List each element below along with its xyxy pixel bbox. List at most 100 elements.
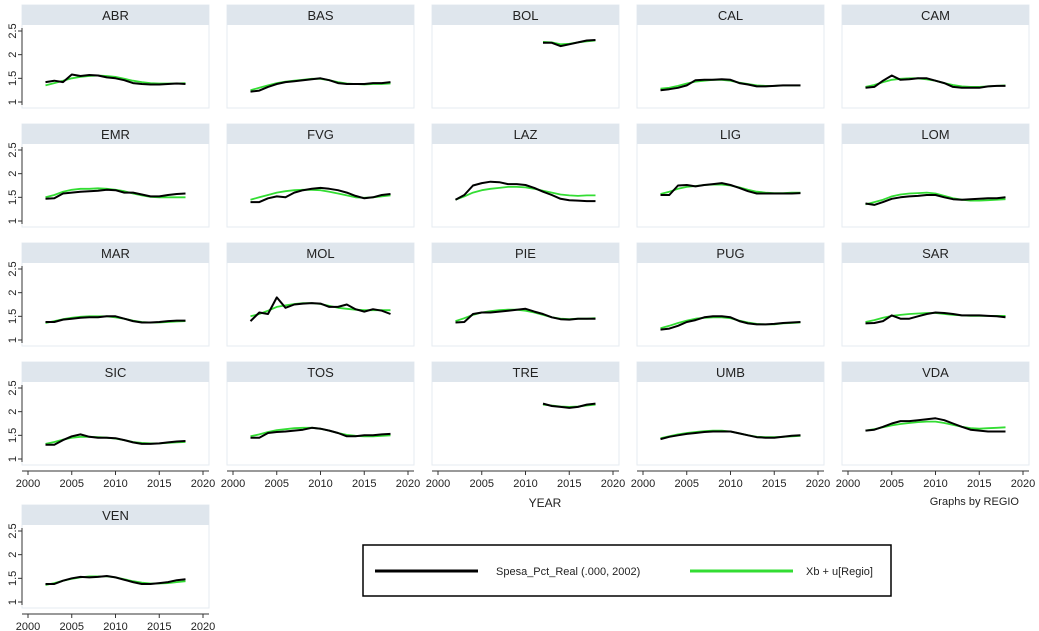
x-tick-label: 2015 (762, 478, 786, 490)
x-tick-label: 2005 (675, 478, 699, 490)
x-tick-label: 2010 (513, 478, 537, 490)
panel-header (637, 362, 824, 382)
series-line-observed (660, 78, 801, 92)
y-tick-label: 2.5 (7, 142, 19, 157)
series-line-fitted (455, 185, 596, 201)
x-tick-label: 2000 (221, 478, 245, 490)
series-line-observed (455, 180, 596, 203)
panel-header (637, 124, 824, 144)
panel-header (22, 505, 209, 525)
panel-header (432, 124, 619, 144)
panel-header (227, 124, 414, 144)
x-tick-label: 2020 (396, 478, 420, 490)
y-tick-label: 1 (7, 599, 19, 605)
panel-header (432, 5, 619, 25)
panel-title: PIE (515, 246, 536, 261)
y-tick-label: 1 (7, 99, 19, 105)
series-line-observed (660, 182, 801, 196)
panel-header (22, 124, 209, 144)
x-tick-label: 2020 (601, 478, 625, 490)
x-tick-label: 2010 (718, 478, 742, 490)
x-tick-label: 2005 (470, 478, 494, 490)
panel-ven: VEN 1 1.5 2 2.5 2000 2005 2010 2015 2020 (7, 504, 215, 631)
panel-title: UMB (716, 365, 745, 380)
x-tick-label: 2015 (967, 478, 991, 490)
x-tick-label: 2020 (191, 621, 215, 631)
y-tick-label: 2 (7, 552, 19, 558)
panel-header (637, 5, 824, 25)
series-line-observed (250, 186, 391, 204)
series-line-observed (250, 426, 391, 439)
x-tick-label: 2005 (880, 478, 904, 490)
panel-header (432, 362, 619, 382)
panel-title: SAR (922, 246, 949, 261)
x-tick-label: 2005 (60, 621, 84, 631)
panel-title: TOS (307, 365, 334, 380)
panel-lom: LOM (841, 123, 1030, 228)
y-tick-label: 1.5 (7, 71, 19, 86)
series-line-observed (249, 296, 391, 322)
panel-title: LIG (720, 127, 741, 142)
y-tick-label: 2.5 (7, 380, 19, 395)
panel-sar: SAR (841, 242, 1030, 347)
panel-title: MAR (101, 246, 130, 261)
y-tick-label: 2 (7, 409, 19, 415)
series-line-fitted (865, 191, 1006, 206)
panel-laz: LAZ (431, 123, 620, 228)
x-tick-label: 2000 (16, 478, 40, 490)
panel-title: MOL (306, 246, 334, 261)
y-tick-label: 1.5 (7, 309, 19, 324)
y-tick-label: 2.5 (7, 261, 19, 276)
series-line-observed (45, 315, 186, 324)
series-line-observed (45, 575, 186, 585)
panel-title: ABR (102, 8, 129, 23)
x-tick-label: 2020 (806, 478, 830, 490)
x-tick-label: 2020 (1011, 478, 1035, 490)
x-tick-label: 2015 (352, 478, 376, 490)
panel-tre: TRE 2000 2005 2010 2015 2020 (426, 361, 625, 490)
panel-header (637, 243, 824, 263)
panel-cal: CAL (636, 4, 825, 109)
panel-header (227, 5, 414, 25)
x-tick-label: 2000 (836, 478, 860, 490)
y-tick-label: 1 (7, 456, 19, 462)
series-line-fitted (865, 420, 1006, 432)
panel-header (227, 243, 414, 263)
y-tick-label: 2 (7, 290, 19, 296)
panel-title: LOM (921, 127, 949, 142)
panel-lig: LIG (636, 123, 825, 228)
y-tick-label: 2.5 (7, 23, 19, 38)
panel-header (22, 5, 209, 25)
legend-label: Xb + u[Regio] (806, 566, 873, 578)
y-tick-label: 1.5 (7, 428, 19, 443)
panel-sic: SIC 1 1.5 2 2.5 2000 2005 2010 2015 2020 (7, 361, 215, 490)
series-line-observed (865, 311, 1006, 325)
panel-abr: ABR 1 1.5 2 2.5 (7, 4, 210, 109)
panel-vda: VDA 2000 2005 2010 2015 2020 (836, 361, 1035, 490)
panel-header (22, 362, 209, 382)
panel-title: BOL (512, 8, 538, 23)
panel-header (227, 362, 414, 382)
panel-header (22, 243, 209, 263)
panel-title: VDA (922, 365, 949, 380)
series-line-observed (45, 188, 186, 200)
x-tick-label: 2010 (103, 478, 127, 490)
series-line-observed (543, 39, 596, 48)
panel-emr: EMR 1 1.5 2 2.5 (7, 123, 210, 228)
x-tick-label: 2010 (923, 478, 947, 490)
y-tick-label: 2.5 (7, 523, 19, 538)
series-line-observed (865, 74, 1006, 89)
panel-header (842, 362, 1029, 382)
panel-header (842, 5, 1029, 25)
panel-title: CAL (718, 8, 743, 23)
panel-fvg: FVG (226, 123, 415, 228)
graphs-by-note: Graphs by REGIO (930, 496, 1020, 508)
x-tick-label: 2005 (265, 478, 289, 490)
series-line-observed (455, 307, 596, 324)
panel-mol: MOL (226, 242, 415, 347)
y-tick-label: 1.5 (7, 190, 19, 205)
panel-header (842, 243, 1029, 263)
x-tick-label: 2000 (631, 478, 655, 490)
x-tick-label: 2000 (16, 621, 40, 631)
